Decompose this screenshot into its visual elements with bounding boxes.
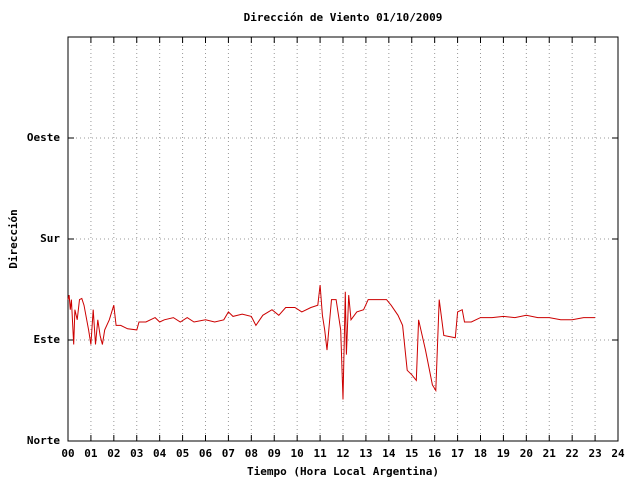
- x-tick-label: 07: [222, 447, 235, 460]
- x-axis-label: Tiempo (Hora Local Argentina): [247, 465, 439, 478]
- y-tick-label: Norte: [27, 434, 60, 447]
- y-tick-label: Oeste: [27, 131, 60, 144]
- x-tick-label: 15: [405, 447, 418, 460]
- x-tick-label: 14: [382, 447, 396, 460]
- x-tick-label: 08: [245, 447, 258, 460]
- x-tick-label: 01: [84, 447, 98, 460]
- x-tick-label: 02: [107, 447, 120, 460]
- x-tick-label: 20: [520, 447, 533, 460]
- x-tick-label: 22: [566, 447, 579, 460]
- x-tick-label: 06: [199, 447, 213, 460]
- x-tick-label: 17: [451, 447, 464, 460]
- x-tick-label: 05: [176, 447, 189, 460]
- y-tick-label: Sur: [40, 232, 60, 245]
- x-tick-label: 10: [291, 447, 304, 460]
- x-tick-label: 09: [268, 447, 281, 460]
- x-tick-label: 21: [543, 447, 557, 460]
- x-tick-label: 11: [313, 447, 327, 460]
- x-tick-label: 04: [153, 447, 167, 460]
- x-tick-label: 18: [474, 447, 487, 460]
- x-tick-label: 13: [359, 447, 372, 460]
- x-tick-label: 16: [428, 447, 442, 460]
- x-tick-label: 19: [497, 447, 510, 460]
- y-tick-label: Este: [34, 333, 61, 346]
- x-tick-label: 24: [611, 447, 625, 460]
- data-line: [67, 284, 596, 400]
- x-tick-label: 03: [130, 447, 143, 460]
- x-tick-label: 00: [61, 447, 74, 460]
- y-axis-label: Dirección: [7, 209, 20, 269]
- chart-title: Dirección de Viento 01/10/2009: [244, 11, 443, 24]
- x-tick-label: 23: [588, 447, 601, 460]
- plot-frame: [67, 36, 619, 442]
- x-tick-label: 12: [336, 447, 349, 460]
